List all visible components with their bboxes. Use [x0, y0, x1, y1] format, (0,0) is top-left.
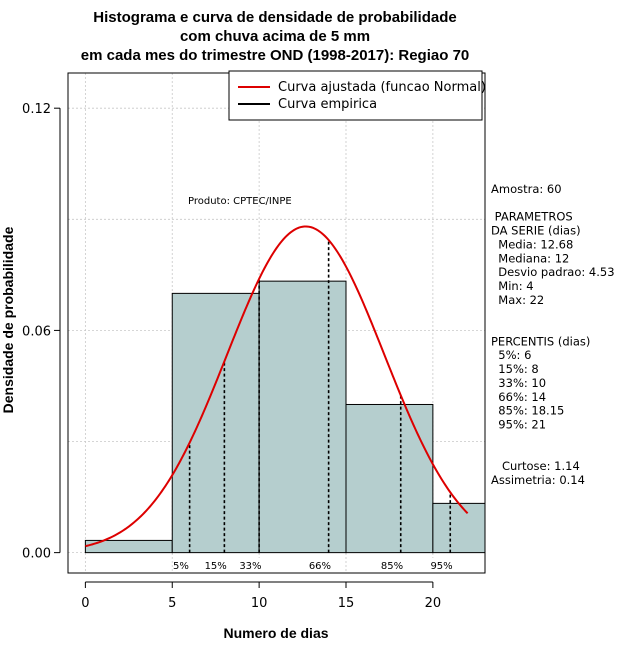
percentile-label-bg — [308, 558, 332, 571]
stats-line: 5%: 6 — [491, 348, 531, 362]
stats-line: 15%: 8 — [491, 362, 539, 376]
histogram-bars — [84, 280, 486, 554]
stats-line: PARAMETROS — [491, 210, 573, 224]
legend-label-empirical: Curva empirica — [278, 97, 377, 112]
chart-title-line-3: em cada mes do trimestre OND (1998-2017)… — [81, 47, 470, 64]
histogram-bar — [258, 280, 347, 554]
y-tick-label: 0.12 — [22, 102, 51, 117]
x-axis-label: Numero de dias — [223, 625, 328, 641]
y-tick-label: 0.00 — [22, 547, 51, 562]
percentile-label-bg — [239, 558, 262, 571]
y-axis-label: Densidade de probabilidade — [0, 226, 16, 413]
stats-line: Desvio padrao: 4.53 — [491, 265, 615, 279]
stats-line: Max: 22 — [491, 293, 544, 307]
credit-text: Produto: CPTEC/INPE — [188, 196, 292, 207]
axes: 0 5 10 15 20 0.00 0.06 0.12 — [22, 102, 441, 611]
stats-line: Assimetria: 0.14 — [491, 473, 585, 487]
stats-line: Curtose: 1.14 — [491, 459, 580, 473]
legend: Curva ajustada (funcao Normal) Curva emp… — [228, 70, 486, 121]
histogram-bar — [171, 292, 260, 554]
percentile-label-bg — [430, 558, 453, 571]
stats-line: Min: 4 — [491, 279, 534, 293]
stats-line: 33%: 10 — [491, 376, 546, 390]
percentile-label: 95% — [430, 561, 452, 572]
chart-title-line-2: com chuva acima de 5 mm — [180, 28, 370, 45]
stats-line: 95%: 21 — [491, 417, 546, 431]
legend-box — [228, 70, 483, 121]
legend-label-normal: Curva ajustada (funcao Normal) — [278, 80, 486, 95]
stats-line: Amostra: 60 — [491, 182, 562, 196]
histogram-bar — [432, 502, 486, 554]
stats-line: Media: 12.68 — [491, 237, 573, 251]
normal-fit-curve — [85, 225, 469, 548]
chart-title-line-1: Histograma e curva de densidade de proba… — [93, 9, 456, 26]
percentile-label: 66% — [309, 561, 331, 572]
stats-line: 66%: 14 — [491, 390, 546, 404]
percentile-label: 15% — [205, 561, 227, 572]
percentile-label-bg — [204, 558, 227, 571]
stats-line: PERCENTIS (dias) — [491, 334, 590, 348]
x-tick-label: 20 — [425, 596, 442, 611]
percentile-label: 33% — [239, 561, 261, 572]
x-tick-label: 0 — [81, 596, 89, 611]
histogram-bar — [345, 403, 434, 554]
x-tick-label: 10 — [251, 596, 268, 611]
percentile-label: 5% — [173, 561, 189, 572]
percentile-label: 85% — [381, 561, 403, 572]
x-tick-label: 5 — [168, 596, 176, 611]
x-tick-label: 15 — [338, 596, 355, 611]
normal-fit-line — [85, 225, 469, 548]
percentile-label-bg — [380, 558, 404, 571]
stats-line: Mediana: 12 — [491, 251, 569, 265]
percentile-lines: 5% 15% 33% 66% 85% 95% — [172, 240, 453, 572]
chart-title: Histograma e curva de densidade de proba… — [81, 9, 470, 64]
percentile-label-bg — [172, 558, 190, 571]
y-tick-label: 0.06 — [22, 324, 51, 339]
stats-line: 85%: 18.15 — [491, 404, 564, 418]
stats-line: DA SERIE (dias) — [491, 224, 581, 238]
